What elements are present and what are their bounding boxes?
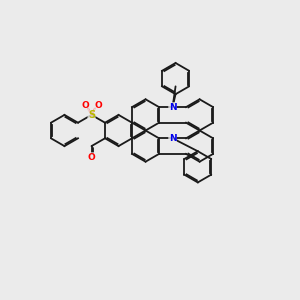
Text: O: O: [88, 153, 95, 162]
Text: O: O: [94, 101, 102, 110]
Text: N: N: [169, 103, 176, 112]
Text: N: N: [169, 134, 176, 143]
Text: O: O: [81, 101, 89, 110]
Text: S: S: [88, 110, 95, 120]
